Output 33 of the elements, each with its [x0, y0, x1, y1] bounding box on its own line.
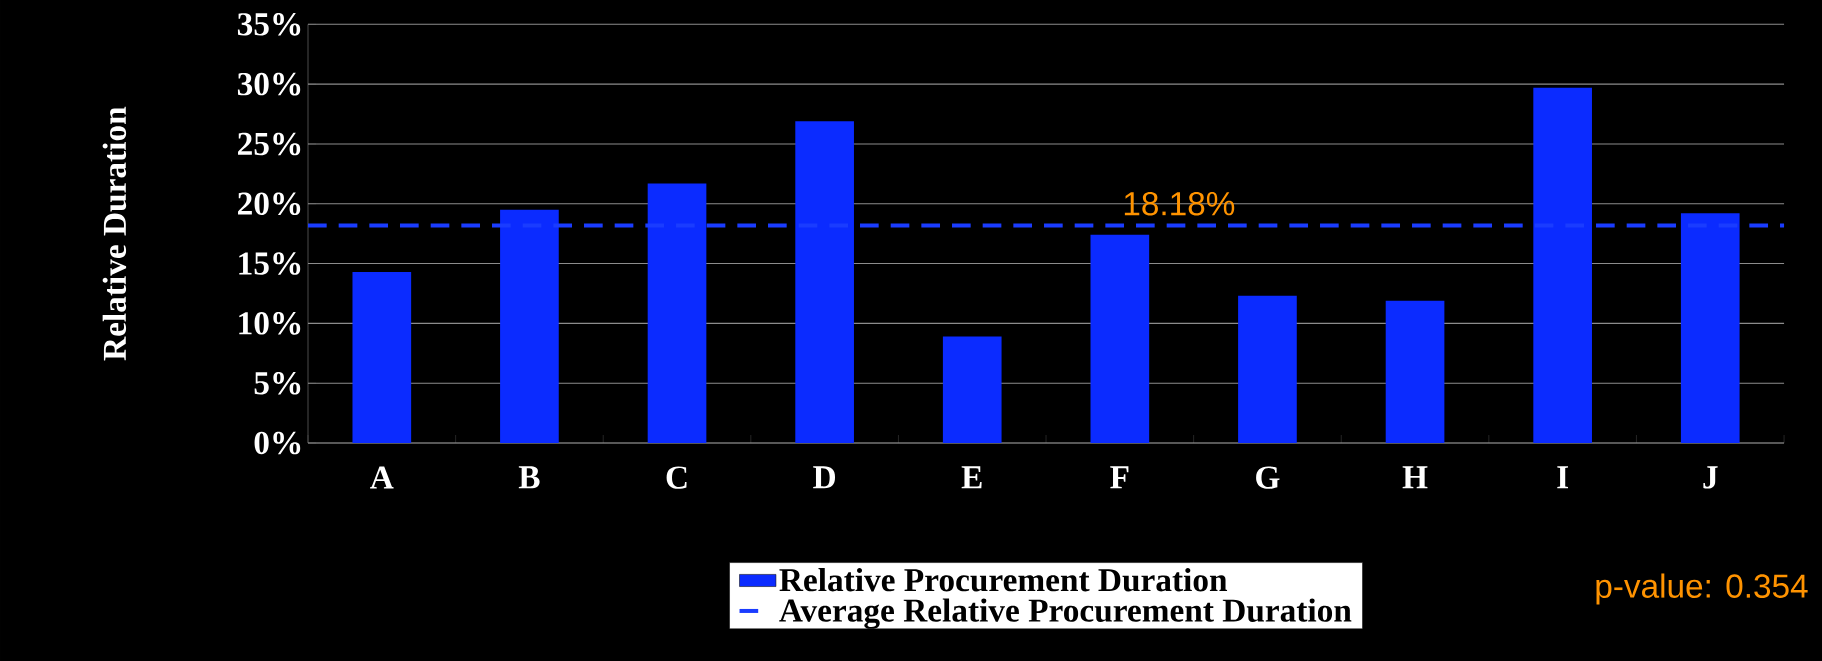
x-tick-label: J [1703, 466, 1718, 489]
y-tick-label: 25% [238, 132, 301, 156]
bar [942, 336, 1002, 443]
x-tick-label: I [1557, 466, 1569, 489]
y-tick-label: 10% [239, 312, 301, 335]
bar [647, 183, 707, 443]
text: p-value: 0.354 [1596, 573, 1808, 605]
x-tick-label: G [1256, 466, 1280, 489]
x-tick-label: C [666, 466, 687, 489]
bar [1090, 234, 1150, 443]
bar [1385, 300, 1445, 443]
x-tick-label: E [961, 466, 982, 489]
x-tick-label: A [370, 466, 394, 489]
bar [500, 209, 559, 443]
y-tick-label: 30% [237, 72, 301, 96]
annotation: 18.18% [1124, 191, 1235, 216]
legend-label: Average Relative Procurement Duration [779, 598, 1352, 629]
x-tick-label: H [1402, 466, 1428, 489]
y-tick-label: 20% [238, 192, 301, 216]
x-tick-label: F [1110, 466, 1129, 489]
x-tick-label: B [518, 466, 540, 489]
bar [1238, 295, 1297, 443]
bar [1533, 87, 1592, 443]
legend-label: Relative Procurement Duration [779, 567, 1228, 592]
y-tick-label: 0% [254, 431, 301, 455]
y-axis-title: Relative Duration [102, 106, 127, 361]
x-tick-label: D [813, 466, 836, 489]
bar [795, 121, 854, 443]
bar [352, 271, 412, 443]
y-tick-label: 5% [254, 371, 301, 395]
y-tick-label: 15% [239, 252, 301, 275]
y-tick-label: 35% [237, 13, 301, 36]
bar [1680, 213, 1740, 443]
